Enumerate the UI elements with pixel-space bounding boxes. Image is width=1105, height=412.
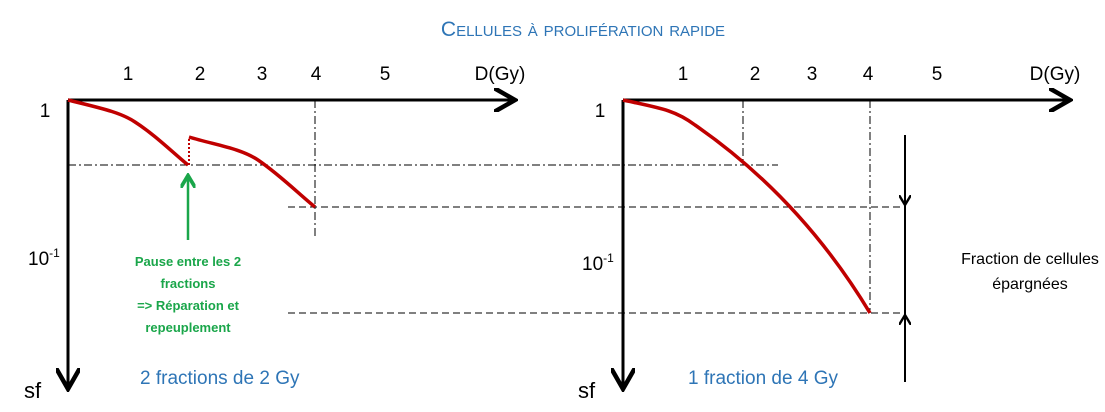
y-axis-label: sf (578, 378, 596, 403)
title: Cellules à prolifération rapide (441, 18, 725, 41)
right-panel: 1 2 3 4 5 D(Gy) 1 10-1 sf 1 fraction de … (578, 64, 1099, 403)
x-tick-label: 3 (257, 64, 268, 85)
y-axis-label: sf (24, 378, 42, 403)
caption: 2 fractions de 2 Gy (140, 368, 300, 389)
survival-curve (188, 135, 317, 209)
x-axis-label: D(Gy) (1030, 64, 1081, 85)
left-panel: 1 2 3 4 5 D(Gy) 1 10-1 sf 2 fractions de… (24, 64, 525, 403)
x-tick-label: 1 (678, 64, 689, 85)
x-tick-label: 4 (863, 64, 874, 85)
y-mid-label: 10-1 (582, 251, 614, 275)
annotation: fractions (161, 276, 216, 291)
caption: 1 fraction de 4 Gy (688, 368, 838, 389)
annotation: Fraction de cellules (961, 251, 1099, 268)
annotation: repeuplement (145, 320, 231, 335)
annotation: Pause entre les 2 (135, 254, 241, 269)
x-tick-label: 5 (380, 64, 391, 85)
x-tick-label: 1 (123, 64, 134, 85)
x-tick-label: 4 (311, 64, 322, 85)
x-tick-label: 2 (750, 64, 761, 85)
y-mid-label: 10-1 (28, 246, 60, 270)
x-tick-label: 3 (807, 64, 818, 85)
y-top-label: 1 (595, 101, 606, 122)
survival-curve (622, 98, 872, 314)
x-tick-label: 5 (932, 64, 943, 85)
survival-curve (67, 98, 190, 167)
annotation: épargnées (992, 276, 1068, 293)
y-top-label: 1 (40, 101, 51, 122)
x-tick-label: 2 (195, 64, 206, 85)
annotation: => Réparation et (137, 298, 240, 313)
x-axis-label: D(Gy) (475, 64, 526, 85)
